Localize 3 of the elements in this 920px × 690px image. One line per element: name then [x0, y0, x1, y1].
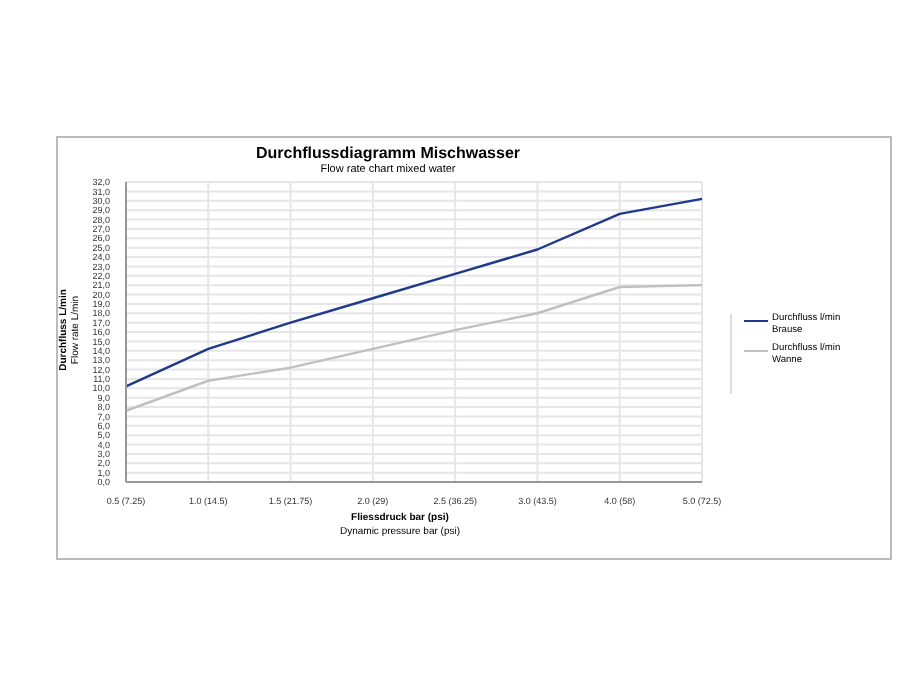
line-series: [124, 283, 704, 412]
chart-title: Durchflussdiagramm Mischwasser: [253, 144, 523, 162]
line-series: [124, 197, 704, 388]
